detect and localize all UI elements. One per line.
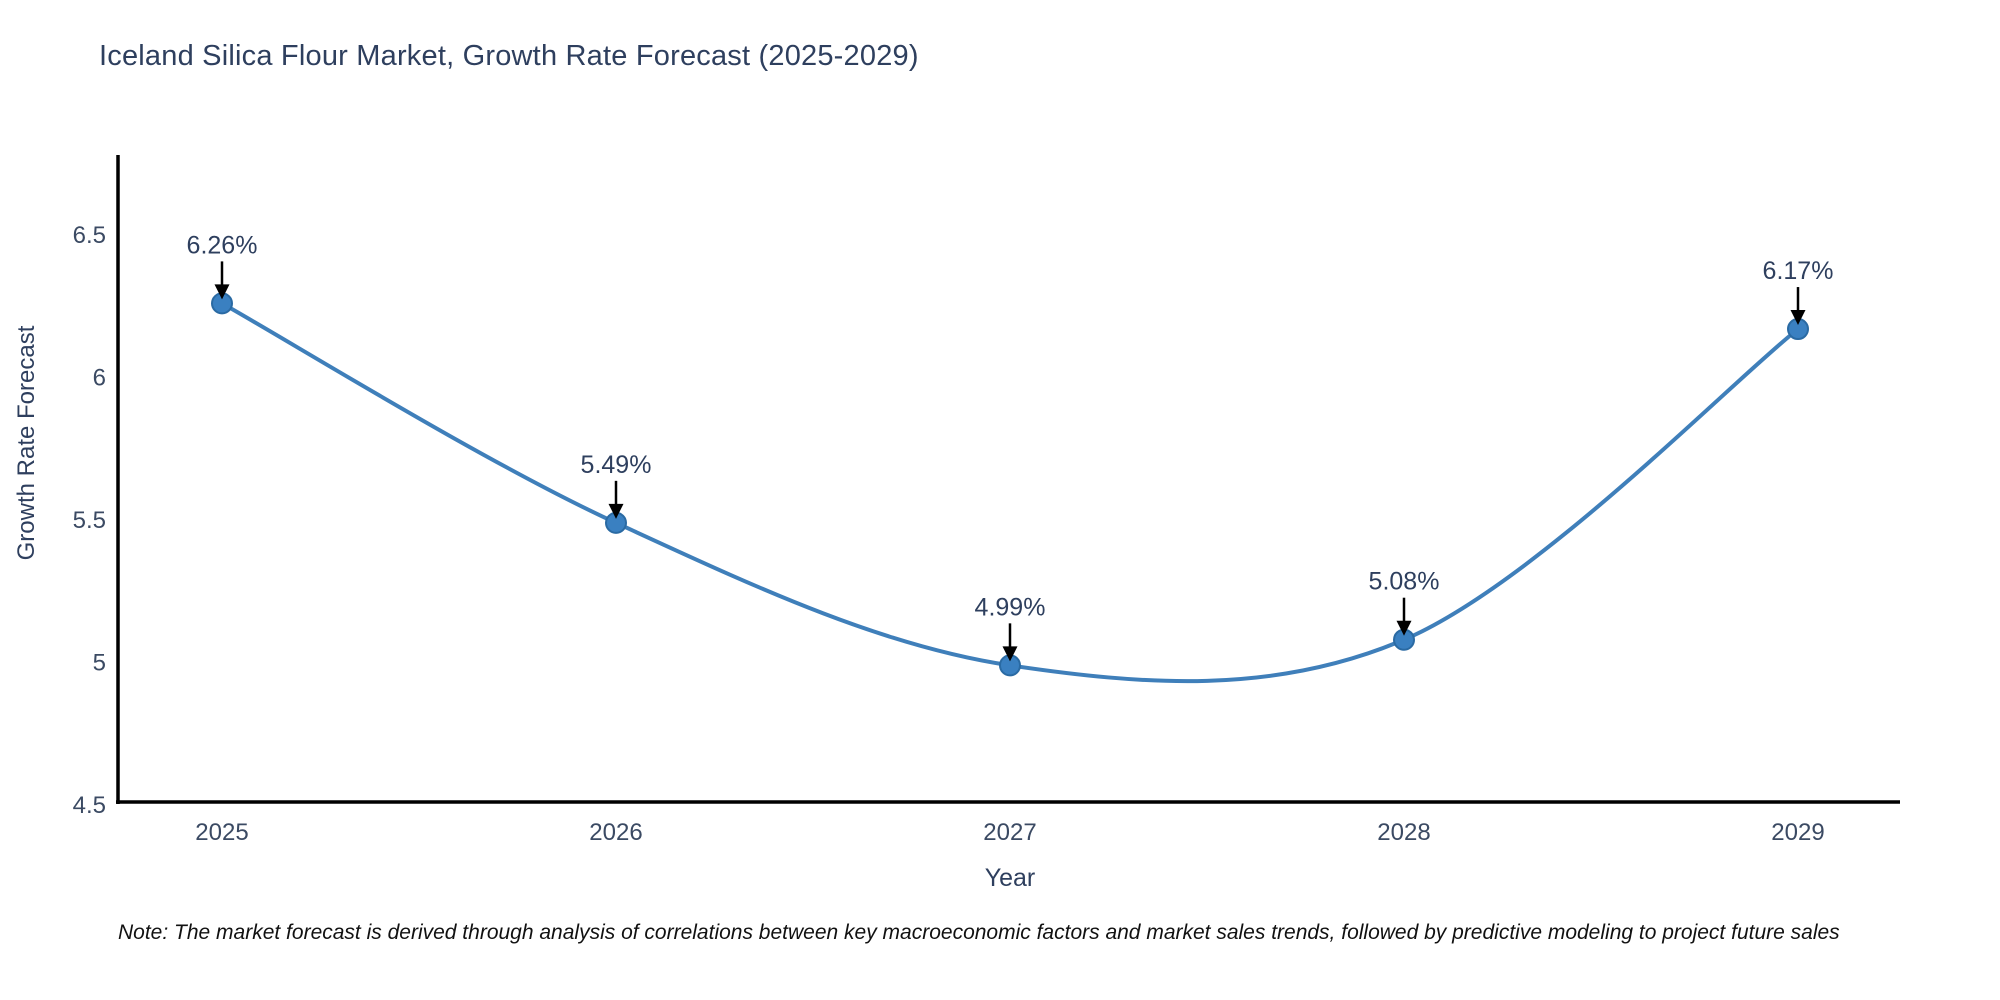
y-tick-label: 6.5 <box>73 222 106 249</box>
x-tick-label: 2025 <box>195 819 248 846</box>
x-tick-label: 2029 <box>1771 819 1824 846</box>
y-tick-label: 5.5 <box>73 507 106 534</box>
data-point-label: 4.99% <box>975 593 1046 621</box>
annotation-arrowhead <box>608 503 624 519</box>
annotation-arrowhead <box>214 284 230 300</box>
annotation-arrowhead <box>1002 646 1018 662</box>
footnote: Note: The market forecast is derived thr… <box>118 921 1840 944</box>
annotation-arrowhead <box>1790 310 1806 326</box>
data-point-label: 6.17% <box>1763 257 1834 285</box>
chart-title: Iceland Silica Flour Market, Growth Rate… <box>99 40 919 72</box>
annotation-arrowhead <box>1396 620 1412 636</box>
y-tick-label: 6 <box>93 365 106 392</box>
y-tick-label: 4.5 <box>73 792 106 819</box>
x-tick-label: 2027 <box>983 819 1036 846</box>
x-tick-label: 2026 <box>589 819 642 846</box>
x-axis-title: Year <box>984 864 1036 892</box>
y-tick-label: 5 <box>93 650 106 677</box>
data-point-label: 6.26% <box>187 231 258 259</box>
data-point-label: 5.08% <box>1369 568 1440 596</box>
data-point-label: 5.49% <box>581 451 652 479</box>
x-tick-label: 2028 <box>1377 819 1430 846</box>
